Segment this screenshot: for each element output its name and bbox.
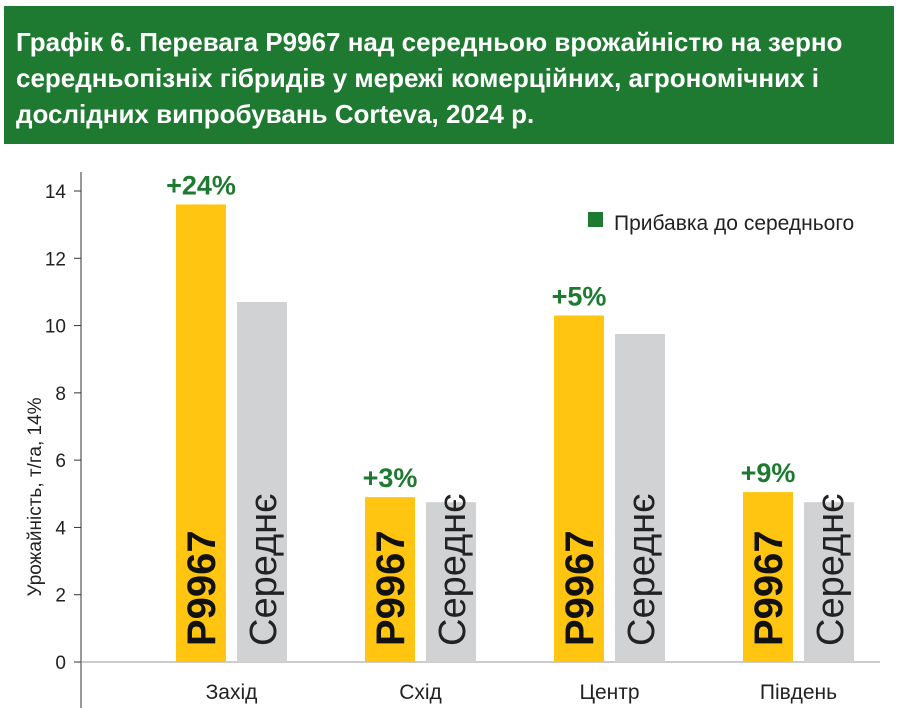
bar-p9967 [176,204,226,662]
bar-series-label: Середнє [810,493,852,646]
bar-p9967 [365,497,415,662]
bar-series-label: P9967 [369,530,413,646]
y-tick-label: 0 [55,653,66,674]
y-tick-label: 6 [55,451,66,472]
y-tick-label: 10 [45,317,66,338]
bar-series-label: P9967 [747,530,791,646]
bar-average [804,502,854,662]
bar-average [615,333,665,662]
legend-label: Прибавка до середнього [614,212,854,235]
legend: Прибавка до середнього [588,212,854,235]
chart-header: Графік 6. Перевага P9967 над середньою в… [4,6,894,144]
bar-series-label: Середнє [243,493,285,646]
bar-average [426,502,476,662]
x-tick-label: Захід [206,681,258,704]
bar-series-label: Середнє [432,493,474,646]
data-label: +3% [363,463,418,493]
chart-title: Графік 6. Перевага P9967 над середньою в… [16,27,843,129]
bar-average [237,302,287,662]
y-tick-label: 2 [55,586,66,607]
bar-p9967 [554,315,604,662]
bar-series-label: P9967 [180,530,224,646]
y-tick-label: 12 [45,249,66,270]
data-labels: +24% +3% +5% +9% [166,170,795,493]
y-tick-label: 8 [55,384,66,405]
y-axis: 0 2 4 6 8 10 12 14 [45,182,81,674]
x-tick-label: Південь [760,681,837,704]
data-label: +9% [741,458,796,488]
bar-p9967 [743,492,793,662]
data-label: +24% [166,170,236,200]
bar-series-label: P9967 [558,530,602,646]
y-tick-label: 4 [55,518,66,539]
y-tick-label: 14 [45,182,67,203]
x-tick-label: Схід [399,681,442,704]
bar-series-label: Середнє [621,493,663,646]
legend-swatch [588,212,603,227]
bars: P9967 Середнє P9967 Середнє P9967 Середнє P996… [176,204,854,662]
y-axis-label: Урожайність, т/га, 14% [25,397,46,596]
data-label: +5% [552,281,607,311]
x-tick-label: Центр [579,681,639,704]
x-axis: Захід Схід Центр Південь [206,681,838,704]
